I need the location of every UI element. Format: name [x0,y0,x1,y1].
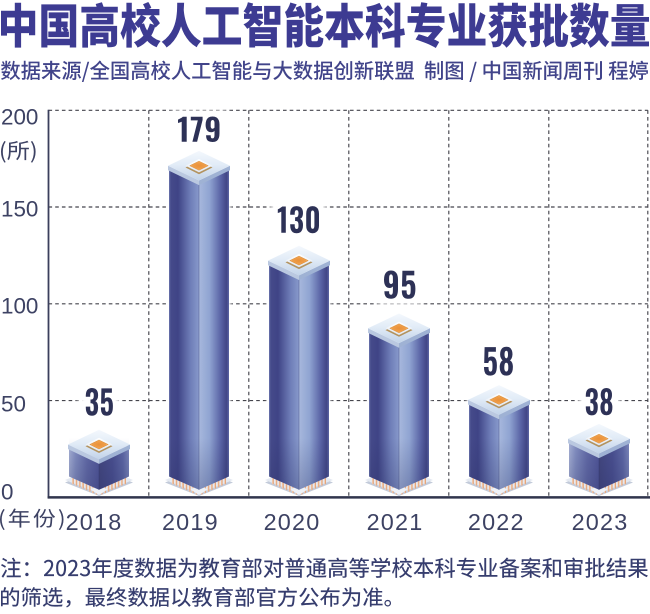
svg-text:50: 50 [1,392,26,417]
svg-text:2020: 2020 [264,509,321,535]
svg-text:150: 150 [1,196,38,221]
svg-text:2019: 2019 [162,509,219,535]
svg-text:2023: 2023 [572,509,629,535]
svg-text:200: 200 [1,105,38,130]
svg-text:0: 0 [1,480,13,505]
svg-text:2021: 2021 [367,509,424,535]
svg-text:2022: 2022 [468,509,525,535]
svg-text:2018: 2018 [66,509,123,535]
svg-text:100: 100 [1,294,38,319]
